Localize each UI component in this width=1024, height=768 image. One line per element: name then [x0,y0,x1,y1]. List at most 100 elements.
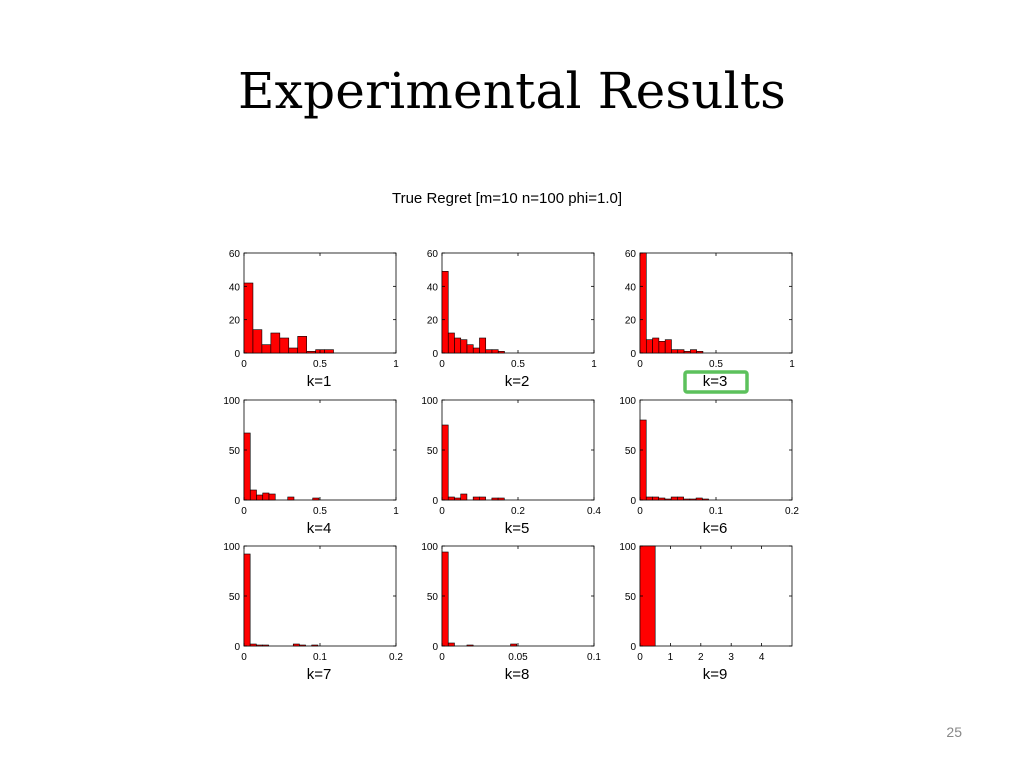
axes-box [639,252,793,354]
histogram-bar [658,341,666,354]
histogram-bar [466,644,474,647]
x-tick-label: 2 [698,652,704,663]
subplot-k8: 0 50 100 0 0.05 0.1 k=8 [421,542,601,683]
x-tick-label: 0.2 [389,652,403,663]
histogram-bar [256,644,263,647]
axes-box [639,545,793,647]
y-tick-label: 100 [619,542,636,553]
x-tick-label: 0 [241,359,247,370]
subplot-label: k=2 [505,373,530,390]
histogram-bar [460,339,468,354]
histogram-bar [454,497,461,501]
x-tick-label: 0 [637,506,643,517]
axes-box [243,252,397,354]
x-tick-label: 0 [241,506,247,517]
x-tick-label: 0 [439,506,445,517]
subplot-label: k=7 [307,666,332,683]
histogram-bar [497,351,505,354]
histogram-bar [491,349,499,354]
histogram-bar [645,496,653,501]
y-tick-label: 0 [432,349,438,360]
subplot-k5: 0 50 100 0 0.2 0.4 k=5 [421,396,601,537]
y-tick-label: 50 [625,592,637,603]
histogram-bar [677,496,684,501]
y-tick-label: 60 [625,249,637,260]
histogram-bar [441,424,449,501]
axes-box [243,399,397,501]
x-tick-label: 0.5 [709,359,723,370]
page-number: 25 [946,724,962,740]
histogram-bar [447,496,455,501]
subplot-label: k=4 [307,520,332,537]
y-tick-label: 60 [427,249,439,260]
histogram-bar [658,497,666,501]
x-tick-label: 0 [241,652,247,663]
subplot-label: k=8 [505,666,530,683]
y-tick-label: 0 [432,642,438,653]
y-tick-label: 100 [421,396,438,407]
y-tick-label: 50 [427,446,439,457]
histogram-bar [689,498,697,501]
y-tick-label: 100 [619,396,636,407]
y-tick-label: 100 [421,542,438,553]
histogram-bar [447,332,455,354]
histogram-bar [243,432,251,501]
subplot-label: k=9 [703,666,728,683]
slide-title: Experimental Results [237,62,787,120]
x-tick-label: 0.5 [313,359,327,370]
x-tick-label: 3 [728,652,734,663]
axes-box [441,252,595,354]
histogram-bar [664,339,672,354]
y-tick-label: 0 [630,642,636,653]
histogram-bar [243,553,251,647]
histogram-bar [491,497,499,501]
y-tick-label: 0 [234,496,240,507]
histogram-bar [270,332,281,354]
histogram-bar [677,349,685,354]
y-tick-label: 100 [223,396,240,407]
x-tick-label: 0.2 [785,506,799,517]
histogram-bar [695,497,703,501]
subplot-k7: 0 50 100 0 0.1 0.2 k=7 [223,542,403,683]
x-tick-label: 0.2 [511,506,525,517]
histogram-bar [441,551,449,647]
subplot-label: k=6 [703,520,728,537]
subplot-k6: 0 50 100 0 0.1 0.2 k=6 [619,396,799,537]
histogram-bar [671,349,679,354]
y-tick-label: 50 [229,592,241,603]
axes-box [441,399,595,501]
x-tick-label: 1 [591,359,597,370]
histogram-bar [252,329,263,354]
y-tick-label: 50 [625,446,637,457]
histogram-bar [262,644,269,647]
y-tick-label: 50 [427,592,439,603]
x-tick-label: 0 [637,359,643,370]
histogram-bar [447,642,455,647]
histogram-bar [306,351,316,354]
histogram-bar [645,339,653,354]
x-tick-label: 0.05 [508,652,528,663]
histogram-bar [639,252,647,354]
histogram-bar [454,337,462,354]
histogram-bar [639,419,647,501]
subplot-k3: 0 20 40 60 0 0.5 1 k=3 [625,249,795,394]
x-tick-label: 1 [393,359,399,370]
histogram-bar [690,349,697,354]
histogram-bar [670,496,678,501]
y-tick-label: 0 [630,496,636,507]
y-tick-label: 20 [427,316,439,327]
y-tick-label: 0 [630,349,636,360]
histogram-bar [485,349,493,354]
y-tick-label: 0 [432,496,438,507]
chart-title: True Regret [m=10 n=100 phi=1.0] [392,190,622,207]
y-tick-label: 40 [625,282,637,293]
histogram-bar [324,349,334,354]
x-tick-label: 0.5 [511,359,525,370]
histogram-bar [288,347,299,354]
histogram-bar [262,492,270,501]
y-tick-label: 40 [229,282,241,293]
histogram-bar [441,271,449,354]
y-tick-label: 60 [229,249,241,260]
x-tick-label: 0 [439,359,445,370]
x-tick-label: 1 [789,359,795,370]
